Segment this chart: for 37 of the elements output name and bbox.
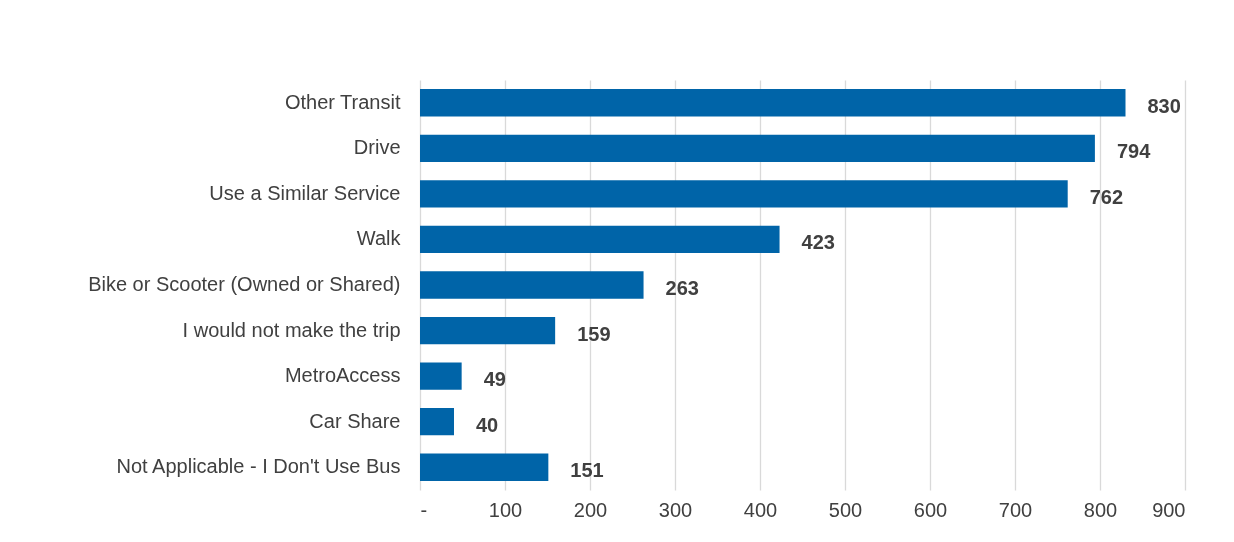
bar (420, 453, 549, 481)
y-tick-label: Use a Similar Service (209, 181, 401, 204)
y-tick-label: Bike or Scooter (Owned or Shared) (88, 273, 401, 295)
bar (420, 316, 556, 345)
y-tick-label: Other Transit (284, 90, 401, 113)
y-tick-label: Walk (356, 227, 402, 250)
data-label: 49 (483, 368, 506, 391)
data-label: 423 (801, 231, 835, 254)
y-tick-label: I would not make the trip (182, 318, 401, 341)
data-label: 762 (1089, 185, 1124, 208)
data-label: 159 (577, 322, 611, 345)
data-label: 40 (476, 413, 499, 436)
bar (420, 180, 1068, 208)
x-tick-label: 800 (1083, 498, 1118, 521)
bar (420, 362, 462, 390)
x-tick-label: 300 (658, 498, 693, 521)
y-tick-label: Drive (353, 136, 401, 159)
bar (420, 271, 644, 299)
y-tick-label: MetroAccess (284, 364, 401, 387)
x-tick-label: 900 (1152, 498, 1186, 521)
x-tick-label: 400 (743, 498, 778, 521)
x-tick-label: 500 (828, 498, 863, 521)
data-label: 151 (570, 459, 604, 482)
bar (420, 408, 454, 436)
bar (420, 89, 1126, 117)
x-tick-label: 700 (998, 498, 1033, 521)
y-tick-label: Car Share (309, 409, 401, 432)
x-tick-label: 200 (573, 498, 608, 521)
x-tick-label: 100 (488, 498, 523, 521)
data-label: 794 (1116, 140, 1152, 163)
data-label: 830 (1147, 94, 1181, 117)
data-label: 263 (665, 277, 699, 299)
bar (420, 225, 780, 254)
x-tick-label: 600 (913, 498, 948, 521)
x-tick-label: - (420, 498, 428, 521)
y-tick-label: Not Applicable - I Don't Use Bus (116, 455, 401, 478)
bar (420, 134, 1095, 162)
